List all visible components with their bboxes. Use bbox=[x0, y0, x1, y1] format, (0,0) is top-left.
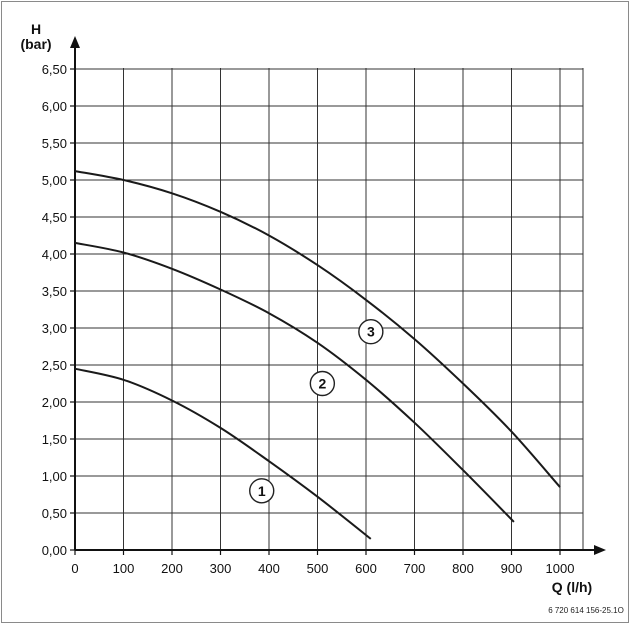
curve-label-2: 2 bbox=[318, 376, 326, 392]
y-tick-label: 5,50 bbox=[42, 136, 67, 151]
y-tick-label: 2,50 bbox=[42, 358, 67, 373]
x-tick-label: 300 bbox=[210, 561, 232, 576]
y-tick-label: 2,00 bbox=[42, 395, 67, 410]
y-tick-label: 1,00 bbox=[42, 469, 67, 484]
series-line-2 bbox=[74, 241, 515, 523]
x-axis-arrow bbox=[594, 545, 606, 555]
x-tick-label: 1000 bbox=[546, 561, 575, 576]
x-tick-label: 200 bbox=[161, 561, 183, 576]
x-tick-label: 0 bbox=[71, 561, 78, 576]
x-axis-title: Q (l/h) bbox=[552, 579, 592, 595]
x-tick-label: 800 bbox=[452, 561, 474, 576]
y-axis-arrow bbox=[70, 36, 80, 48]
curve-label-3: 3 bbox=[367, 324, 375, 340]
y-axis-title-top: H bbox=[31, 21, 41, 37]
curve-label-circle-3 bbox=[358, 319, 384, 345]
y-tick-label: 6,50 bbox=[42, 62, 67, 77]
figure-reference: 6 720 614 156-25.1O bbox=[548, 606, 624, 615]
x-tick-label: 900 bbox=[501, 561, 523, 576]
curve-label-1: 1 bbox=[258, 483, 266, 499]
x-tick-label: 500 bbox=[307, 561, 329, 576]
series-line-3 bbox=[74, 170, 561, 488]
y-tick-label: 3,50 bbox=[42, 284, 67, 299]
x-tick-label: 600 bbox=[355, 561, 377, 576]
y-tick-label: 0,00 bbox=[42, 543, 67, 558]
y-tick-label: 5,00 bbox=[42, 173, 67, 188]
grid bbox=[75, 68, 584, 550]
y-tick-label: 1,50 bbox=[42, 432, 67, 447]
x-tick-label: 100 bbox=[113, 561, 135, 576]
y-tick-label: 0,50 bbox=[42, 506, 67, 521]
curve-label-circle-2 bbox=[309, 370, 336, 397]
series-group bbox=[74, 170, 561, 540]
y-axis-title-bottom: (bar) bbox=[20, 36, 51, 52]
x-tick-label: 400 bbox=[258, 561, 280, 576]
series-line-1 bbox=[74, 367, 372, 540]
x-tick-label: 700 bbox=[404, 561, 426, 576]
y-tick-label: 4,00 bbox=[42, 247, 67, 262]
curve-label-circle-1 bbox=[249, 478, 275, 504]
axes: 0 100 200 300 400 500 600 700 800 900 1000 0,00 0,50… bbox=[42, 36, 606, 576]
curve-labels: 1 2 3 bbox=[249, 319, 384, 504]
y-tick-label: 4,50 bbox=[42, 210, 67, 225]
y-tick-label: 6,00 bbox=[42, 99, 67, 114]
y-tick-label: 3,00 bbox=[42, 321, 67, 336]
